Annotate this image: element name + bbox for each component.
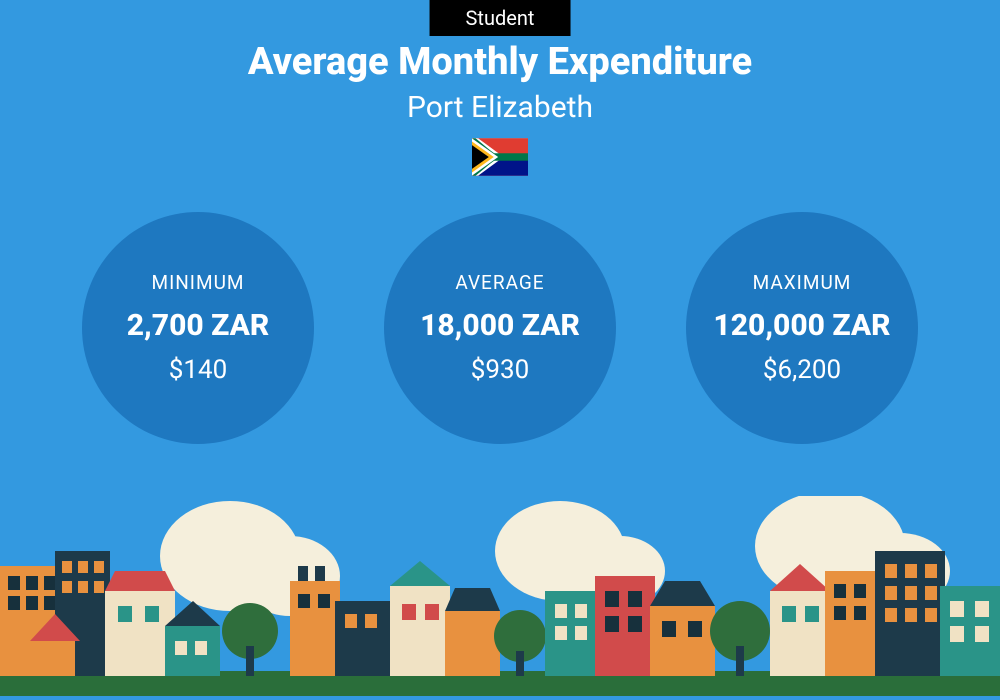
stat-circle-minimum: MINIMUM 2,700 ZAR $140 bbox=[82, 212, 314, 444]
stat-label: AVERAGE bbox=[455, 271, 544, 294]
stat-amount: 2,700 ZAR bbox=[127, 308, 270, 343]
stat-label: MAXIMUM bbox=[753, 271, 852, 294]
country-flag-icon bbox=[472, 138, 528, 180]
stat-usd: $6,200 bbox=[763, 355, 841, 385]
category-badge: Student bbox=[430, 0, 571, 36]
stat-label: MINIMUM bbox=[152, 271, 245, 294]
stat-usd: $930 bbox=[471, 355, 529, 385]
stat-circle-average: AVERAGE 18,000 ZAR $930 bbox=[384, 212, 616, 444]
stat-circle-maximum: MAXIMUM 120,000 ZAR $6,200 bbox=[686, 212, 918, 444]
header: Average Monthly Expenditure Port Elizabe… bbox=[0, 40, 1000, 125]
cityscape-illustration bbox=[0, 496, 1000, 700]
stat-amount: 18,000 ZAR bbox=[420, 308, 580, 343]
stat-circles-row: MINIMUM 2,700 ZAR $140 AVERAGE 18,000 ZA… bbox=[0, 212, 1000, 444]
page-title: Average Monthly Expenditure bbox=[0, 40, 1000, 84]
subtitle-city: Port Elizabeth bbox=[0, 90, 1000, 125]
stat-usd: $140 bbox=[169, 355, 227, 385]
stat-amount: 120,000 ZAR bbox=[713, 308, 890, 343]
badge-text: Student bbox=[466, 6, 535, 30]
